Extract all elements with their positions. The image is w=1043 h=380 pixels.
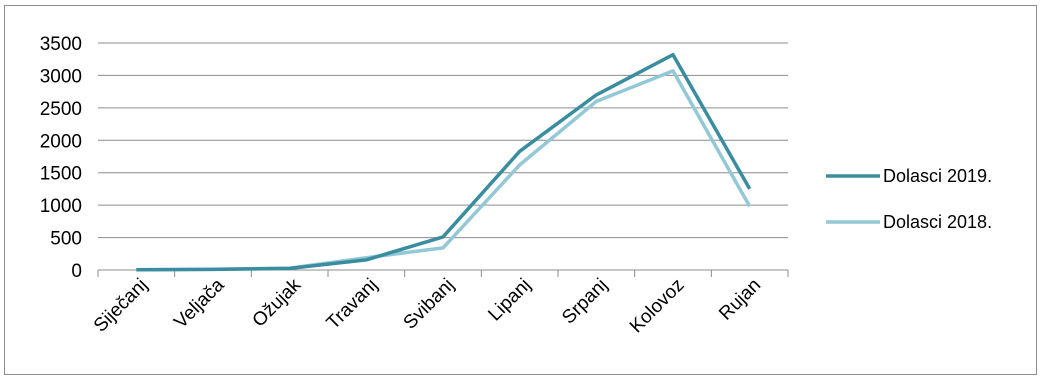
- x-tick-label: Svibanj: [400, 275, 459, 334]
- x-tick-label: Veljača: [170, 274, 228, 332]
- legend: Dolasci 2019. Dolasci 2018.: [826, 166, 992, 232]
- y-tick-label: 2500: [40, 99, 82, 120]
- x-tick-label: Rujan: [715, 275, 765, 325]
- x-tick-label: Ožujak: [249, 274, 306, 331]
- y-tick-label: 0: [71, 261, 82, 282]
- y-tick-label: 3500: [40, 34, 82, 55]
- x-tick-label: Travanj: [323, 275, 382, 334]
- y-tick-label: 500: [50, 229, 82, 250]
- legend-label-0: Dolasci 2019.: [883, 166, 992, 186]
- y-tick-label: 1500: [40, 164, 82, 185]
- x-tick-label: Siječanj: [90, 275, 152, 337]
- chart-frame: [4, 5, 1037, 375]
- series-line-0: [136, 52, 752, 272]
- y-axis-ticks: 0 500 1000 1500 2000 2500 3000 3500: [40, 34, 82, 282]
- x-tick-label: Srpanj: [558, 275, 612, 329]
- legend-label-1: Dolasci 2018.: [883, 212, 992, 232]
- y-tick-label: 2000: [40, 131, 82, 152]
- series-line-1: [136, 69, 752, 272]
- series-lines: [136, 52, 752, 272]
- y-tick-label: 3000: [40, 66, 82, 87]
- x-axis-ticks: Siječanj Veljača Ožujak Travanj Svibanj Lipan…: [90, 274, 765, 337]
- x-tick-label: Kolovoz: [626, 275, 689, 338]
- x-tick-label: Lipanj: [484, 275, 535, 326]
- y-tick-label: 1000: [40, 196, 82, 217]
